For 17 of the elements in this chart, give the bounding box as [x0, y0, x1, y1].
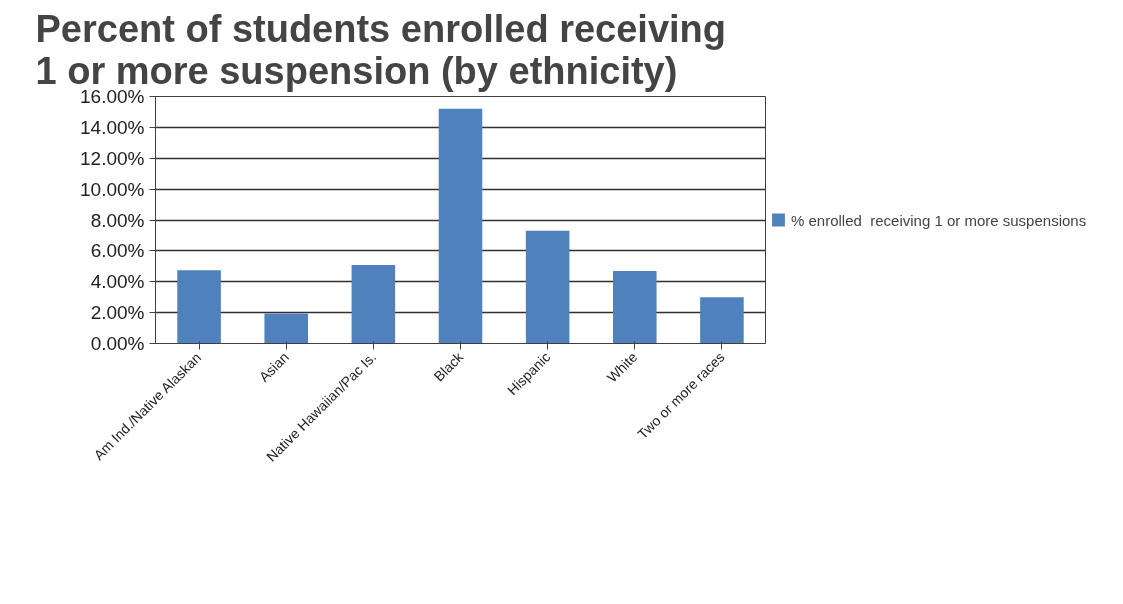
legend-label: % enrolled receiving 1 or more suspensions	[791, 211, 1087, 228]
bar	[700, 297, 744, 344]
bar	[438, 108, 483, 344]
y-tick-label: 8.00%	[90, 209, 145, 231]
y-tick-label: 0.00%	[90, 333, 145, 354]
y-tick-label: 10.00%	[80, 178, 145, 200]
y-tick-label: 12.00%	[80, 147, 145, 169]
y-tick-label: 16.00%	[80, 86, 145, 107]
y-tick-label: 6.00%	[90, 240, 145, 262]
bar	[264, 313, 308, 344]
y-tick-label: 14.00%	[80, 116, 145, 138]
bar	[177, 270, 221, 344]
bar	[351, 265, 396, 344]
y-tick-label: 4.00%	[90, 271, 145, 293]
bar	[613, 270, 657, 344]
y-tick-label: 2.00%	[90, 302, 145, 324]
bar	[525, 230, 570, 344]
